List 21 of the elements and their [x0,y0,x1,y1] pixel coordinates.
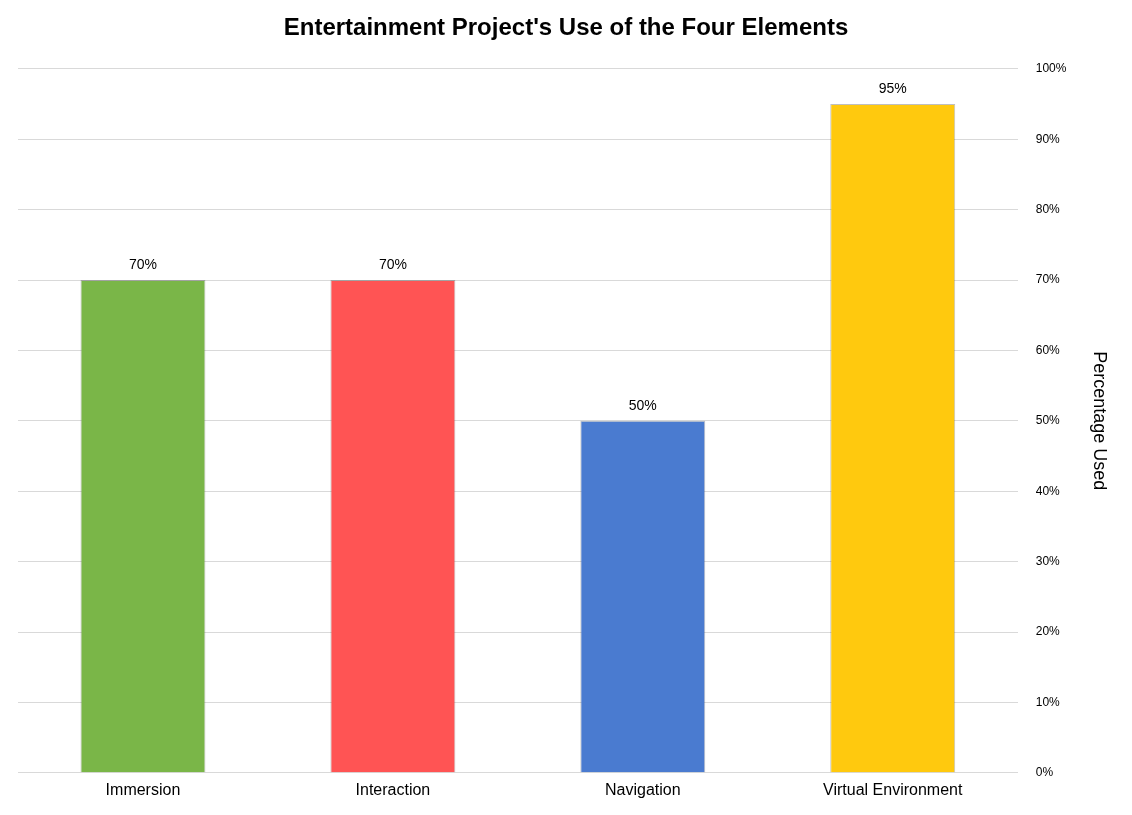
y-tick-label: 40% [1035,483,1061,498]
y-tick-label: 10% [1035,694,1061,709]
x-tick-label: Immersion [105,780,181,798]
chart-title: Entertainment Project's Use of the Four Elements [283,13,849,41]
y-tick-label: 20% [1035,624,1061,639]
y-tick-label: 50% [1035,413,1061,428]
x-tick-label: Navigation [605,780,681,798]
y-tick-label: 60% [1035,342,1061,357]
y-tick-label: 100% [1035,61,1067,76]
y-tick-label: 30% [1035,553,1061,568]
data-label: 70% [378,255,407,272]
y-tick-label: 70% [1035,272,1061,287]
x-tick-label: Virtual Environment [823,780,963,798]
data-label: 70% [128,255,157,272]
x-tick-label: Interaction [355,780,431,798]
y-axis-title: Percentage Used [1090,351,1111,491]
data-label: 50% [628,396,657,413]
y-tick-label: 80% [1035,201,1061,216]
y-tick-label: 90% [1035,131,1061,146]
data-label: 95% [878,79,907,96]
y-tick-label: 0% [1035,765,1054,780]
